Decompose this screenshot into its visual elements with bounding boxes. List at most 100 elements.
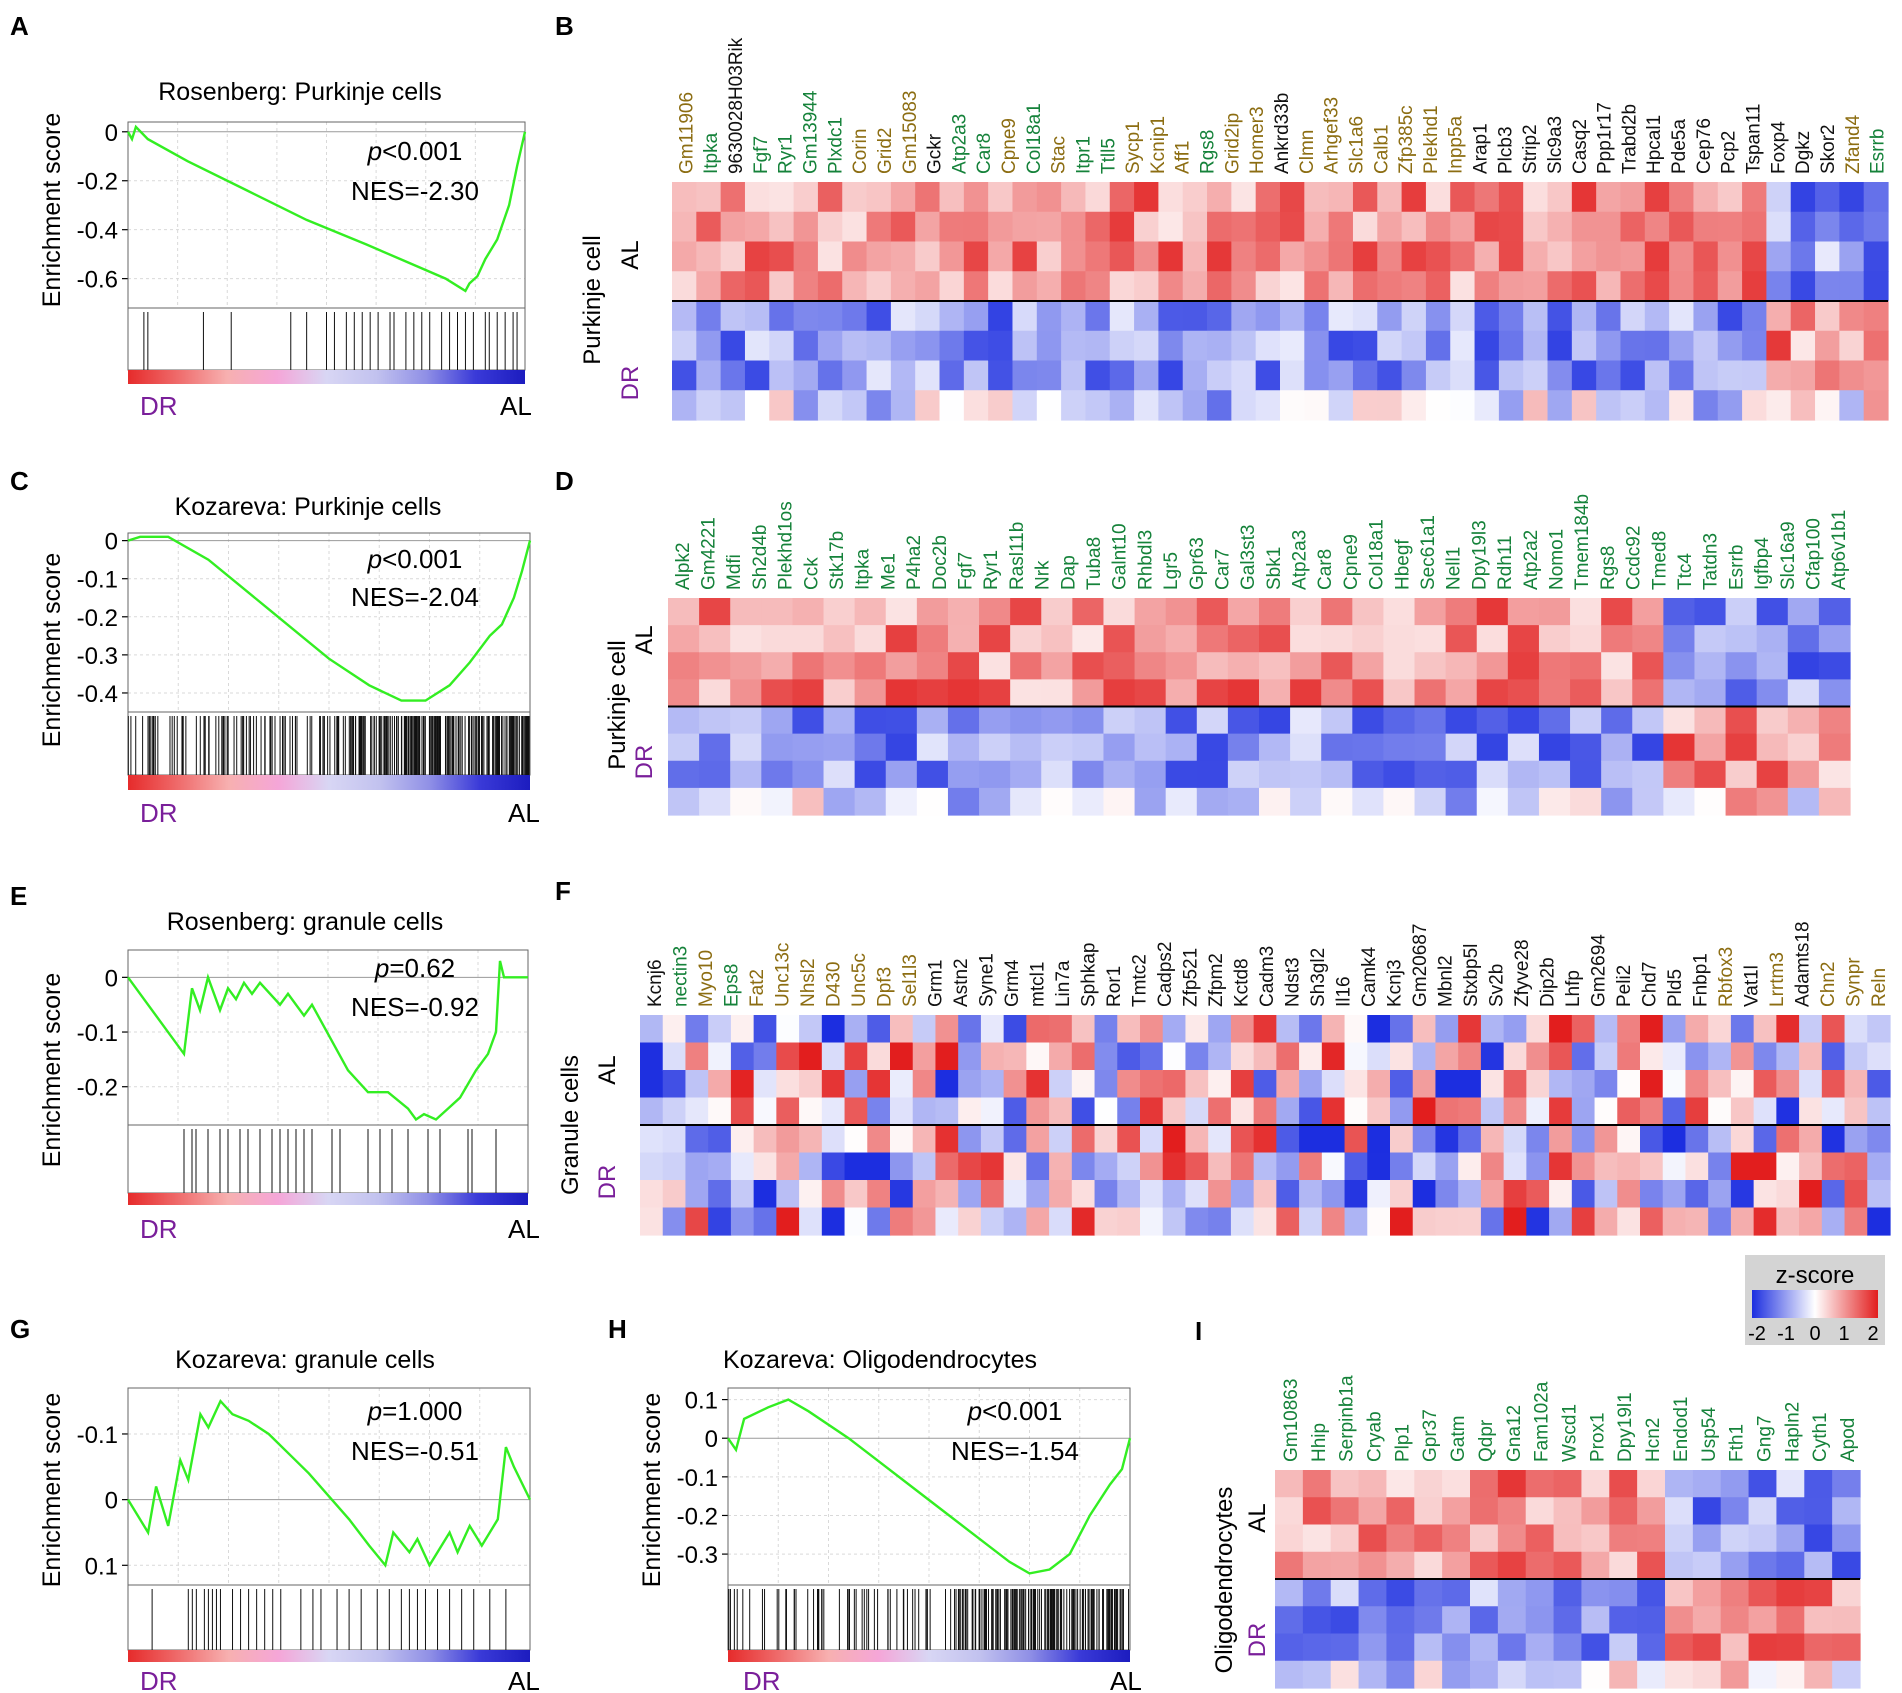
heatmap-cell [720,360,746,391]
heatmap-cell [1425,211,1451,243]
heatmap-cell [1480,1042,1505,1071]
heatmap-cell [1227,625,1260,653]
heatmap-cell [799,1070,823,1099]
gene-label: Galnt10 [1110,523,1131,590]
gene-label: Ndst3 [1283,957,1304,1007]
heatmap-cell [662,1180,687,1209]
heatmap-cell [1321,625,1353,653]
heatmap-cell [720,301,746,332]
heatmap-cell [1694,787,1727,816]
heatmap-cell [1227,733,1260,762]
panel-label: D [555,466,574,496]
heatmap-cell [1526,1097,1550,1126]
heatmap-cell [912,1207,937,1236]
heatmap-cell [1290,598,1322,626]
heatmap-cell [1609,1633,1638,1662]
heatmap-cell [1414,1606,1443,1635]
heatmap-cell [958,1015,982,1044]
dr-label: DR [140,798,178,828]
gene-label: Sphkap [1078,943,1099,1007]
heatmap-cell [1753,1042,1777,1071]
heatmap-cell [866,301,892,332]
y-tick-label: -0.3 [677,1542,718,1569]
heatmap-cell [1414,760,1447,789]
heatmap-cell [1601,706,1633,735]
ranking-gradient-bar [728,1650,1130,1662]
heatmap-cell [792,679,825,708]
heatmap-cell [1571,1070,1596,1099]
p-value: p=1.000 [367,1396,463,1426]
heatmap-cell [935,1180,959,1209]
heatmap-cell [1832,1497,1861,1526]
heatmap-cell [1844,1070,1868,1099]
heatmap-cell [939,360,965,391]
gene-label: P4ha2 [904,535,925,590]
heatmap-cell [1720,1633,1750,1662]
heatmap-cell [1231,271,1257,302]
heatmap-cell [1839,360,1865,391]
heatmap-cell [1321,787,1353,816]
heatmap-cell [1665,1606,1694,1635]
heatmap-cell [1158,390,1184,421]
heatmap-cell [1549,1152,1573,1181]
heatmap-cell [1547,241,1573,272]
gene-label: Rdh11 [1495,535,1516,590]
heatmap-cell [1476,679,1509,708]
gene-label: Sv2b [1487,964,1508,1007]
heatmap-cell [1620,211,1646,243]
heatmap-cell [1321,1097,1346,1126]
heatmap-cell [1640,1070,1664,1099]
heatmap-cell [1581,1633,1610,1662]
heatmap-cell [1730,1180,1755,1209]
gene-label: Zfpm2 [1206,953,1227,1007]
heatmap-cell [1061,241,1087,272]
heatmap-cell [1787,760,1820,789]
heatmap-cell [1507,787,1540,816]
gene-label: Ccdc92 [1624,526,1645,590]
heatmap-cell [1253,1042,1277,1071]
heatmap-cell [1330,1551,1360,1580]
heatmap-cell [1637,1524,1666,1553]
heatmap-cell [1321,598,1353,626]
heatmap-cell [1570,625,1602,653]
heatmap-cell [1694,625,1727,653]
heatmap-cell [730,625,762,653]
heatmap-cell [1799,1125,1823,1154]
gene-label: Zfp385c [1396,105,1417,174]
gene-label: Atp2a2 [1521,530,1542,590]
heatmap-cell [912,1125,937,1154]
gene-label: Dpy19l1 [1615,1392,1636,1462]
heatmap-cell [842,211,868,243]
heatmap-cell [1041,598,1073,626]
heatmap-cell [1165,679,1198,708]
heatmap-cell [1742,182,1767,213]
heatmap-cell [1109,390,1135,421]
heatmap-cell [1804,1524,1833,1553]
heatmap-cell [1227,652,1260,680]
heatmap-cell [1140,1207,1164,1236]
heatmap-cell [1692,1633,1722,1662]
heatmap-cell [1383,787,1416,816]
heatmap-cell [958,1042,982,1071]
heatmap-cell [1085,330,1111,362]
heatmap-cell [672,182,697,213]
gene-label: Cyth1 [1810,1412,1831,1462]
heatmap-cell [1383,625,1416,653]
heatmap-cell [1525,1524,1555,1553]
heatmap-cell [1665,1497,1694,1526]
heatmap-cell [1503,1097,1527,1126]
gene-label: Car7 [1212,549,1233,590]
heatmap-cell [699,787,731,816]
gene-label: Rbfox3 [1716,947,1737,1007]
heatmap-cell [1036,211,1062,243]
heatmap-cell [1507,598,1540,626]
heatmap-cell [958,1097,982,1126]
heatmap-cell [1470,1551,1499,1580]
heatmap-cell [672,301,697,332]
heatmap-cell [761,787,794,816]
heatmap-cell [1547,182,1573,213]
heatmap-cell [1476,652,1509,680]
heatmap-cell [1230,1207,1255,1236]
heatmap-cell [1208,1207,1232,1236]
